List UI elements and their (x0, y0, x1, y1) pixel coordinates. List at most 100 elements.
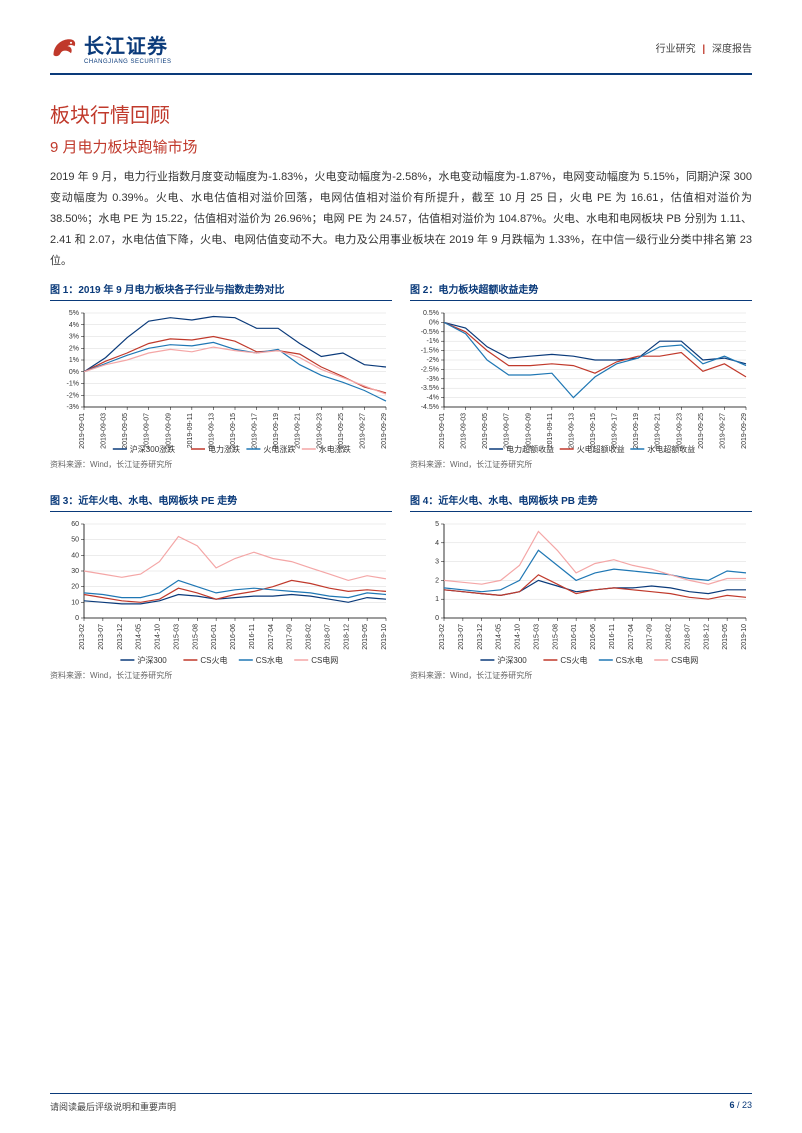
svg-text:2016-01: 2016-01 (211, 624, 218, 650)
svg-text:沪深300: 沪深300 (497, 655, 527, 665)
svg-text:2014-10: 2014-10 (515, 624, 522, 650)
svg-text:2016-06: 2016-06 (230, 624, 237, 650)
svg-text:2017-04: 2017-04 (268, 624, 275, 650)
svg-text:沪深300: 沪深300 (137, 655, 167, 665)
svg-text:2019-09-01: 2019-09-01 (439, 413, 446, 449)
page-footer: 请阅读最后评级说明和重要声明 6 / 23 (50, 1093, 752, 1113)
svg-text:2%: 2% (69, 346, 79, 353)
figure-4: 图 4：近年火电、水电、电网板块 PB 走势 0123452013-022013… (410, 492, 752, 681)
svg-text:2015-08: 2015-08 (192, 624, 199, 650)
svg-text:-3%: -3% (67, 404, 79, 411)
svg-text:2013-12: 2013-12 (477, 624, 484, 650)
svg-text:30: 30 (71, 568, 79, 575)
svg-text:2015-03: 2015-03 (533, 624, 540, 650)
svg-text:沪深300涨跌: 沪深300涨跌 (130, 444, 175, 454)
footer-disclaimer: 请阅读最后评级说明和重要声明 (50, 1100, 176, 1113)
svg-text:2013-07: 2013-07 (98, 624, 105, 650)
svg-text:CS水电: CS水电 (256, 655, 283, 665)
page-current: 6 (729, 1100, 734, 1110)
svg-text:2015-03: 2015-03 (173, 624, 180, 650)
svg-text:2: 2 (435, 578, 439, 585)
svg-text:2019-09-13: 2019-09-13 (568, 413, 575, 449)
svg-text:2019-09-09: 2019-09-09 (525, 413, 532, 449)
svg-text:CS火电: CS火电 (560, 655, 587, 665)
svg-text:2018-12: 2018-12 (343, 624, 350, 650)
svg-text:CS火电: CS火电 (200, 655, 227, 665)
svg-text:2016-01: 2016-01 (571, 624, 578, 650)
svg-text:2017-09: 2017-09 (647, 624, 654, 650)
svg-text:0: 0 (75, 615, 79, 622)
svg-text:2019-09-25: 2019-09-25 (698, 413, 705, 449)
svg-text:2019-09-11: 2019-09-11 (547, 413, 554, 448)
figure-1-title: 图 1：2019 年 9 月电力板块各子行业与指数走势对比 (50, 281, 392, 301)
svg-text:2019-09-07: 2019-09-07 (144, 413, 151, 449)
figure-3: 图 3：近年火电、水电、电网板块 PE 走势 01020304050602013… (50, 492, 392, 681)
figure-1-chart: -3%-2%-1%0%1%2%3%4%5%2019-09-012019-09-0… (50, 307, 392, 457)
svg-text:2019-10: 2019-10 (741, 624, 748, 650)
svg-text:2019-09-25: 2019-09-25 (338, 413, 345, 449)
svg-text:0%: 0% (429, 320, 439, 327)
svg-text:电力超额收益: 电力超额收益 (506, 444, 554, 454)
svg-text:1: 1 (435, 597, 439, 604)
svg-text:2019-09-17: 2019-09-17 (252, 413, 259, 449)
svg-text:2016-11: 2016-11 (249, 624, 256, 649)
svg-text:2013-12: 2013-12 (117, 624, 124, 650)
svg-text:0: 0 (435, 615, 439, 622)
figure-2-chart: -4.5%-4%-3.5%-3%-2.5%-2%-1.5%-1%-0.5%0%0… (410, 307, 752, 457)
svg-text:50: 50 (71, 537, 79, 544)
svg-text:火电超额收益: 火电超额收益 (577, 444, 625, 454)
svg-text:4: 4 (435, 540, 439, 547)
svg-text:0.5%: 0.5% (423, 310, 439, 317)
page-header: 长江证券 CHANGJIANG SECURITIES 行业研究 | 深度报告 (50, 30, 752, 75)
svg-text:2018-07: 2018-07 (684, 624, 691, 650)
svg-text:2019-09-19: 2019-09-19 (273, 413, 280, 449)
svg-text:2019-05: 2019-05 (722, 624, 729, 650)
svg-text:电力涨跌: 电力涨跌 (208, 444, 240, 454)
svg-text:-2%: -2% (427, 357, 439, 364)
svg-text:火电涨跌: 火电涨跌 (263, 444, 295, 454)
svg-text:3: 3 (435, 559, 439, 566)
logo: 长江证券 CHANGJIANG SECURITIES (50, 30, 172, 65)
logo-text-en: CHANGJIANG SECURITIES (84, 59, 172, 65)
svg-text:-1%: -1% (427, 339, 439, 346)
svg-text:2019-09-15: 2019-09-15 (230, 413, 237, 449)
figure-4-title: 图 4：近年火电、水电、电网板块 PB 走势 (410, 492, 752, 512)
svg-text:40: 40 (71, 553, 79, 560)
svg-text:2017-09: 2017-09 (287, 624, 294, 650)
svg-text:20: 20 (71, 584, 79, 591)
svg-text:2018-02: 2018-02 (306, 624, 313, 650)
figure-1: 图 1：2019 年 9 月电力板块各子行业与指数走势对比 -3%-2%-1%0… (50, 281, 392, 470)
svg-text:2019-09-11: 2019-09-11 (187, 413, 194, 448)
figure-2-title: 图 2：电力板块超额收益走势 (410, 281, 752, 301)
logo-text-cn: 长江证券 (84, 30, 172, 59)
svg-text:2019-09-23: 2019-09-23 (676, 413, 683, 449)
svg-text:2019-09-05: 2019-09-05 (482, 413, 489, 449)
svg-text:2019-09-17: 2019-09-17 (612, 413, 619, 449)
svg-text:-1%: -1% (67, 381, 79, 388)
svg-text:2019-09-21: 2019-09-21 (295, 413, 302, 449)
figure-3-title: 图 3：近年火电、水电、电网板块 PE 走势 (50, 492, 392, 512)
svg-text:2019-09-05: 2019-09-05 (122, 413, 129, 449)
svg-text:2013-07: 2013-07 (458, 624, 465, 650)
svg-text:-2.5%: -2.5% (421, 367, 439, 374)
svg-text:2019-09-27: 2019-09-27 (359, 413, 366, 449)
figure-2-note: 资料来源：Wind，长江证券研究所 (410, 459, 752, 470)
svg-text:3%: 3% (69, 334, 79, 341)
svg-text:-4.5%: -4.5% (421, 404, 439, 411)
svg-text:2013-02: 2013-02 (439, 624, 446, 650)
svg-text:2014-10: 2014-10 (155, 624, 162, 650)
svg-text:2014-05: 2014-05 (496, 624, 503, 650)
svg-text:4%: 4% (69, 322, 79, 329)
svg-text:2019-09-01: 2019-09-01 (79, 413, 86, 449)
svg-text:2019-09-03: 2019-09-03 (461, 413, 468, 449)
svg-text:2019-09-21: 2019-09-21 (655, 413, 662, 449)
body-paragraph: 2019 年 9 月，电力行业指数月度变动幅度为-1.83%，火电变动幅度为-2… (50, 167, 752, 271)
dragon-icon (50, 34, 78, 62)
section-title: 板块行情回顾 (50, 99, 752, 128)
figure-3-chart: 01020304050602013-022013-072013-122014-0… (50, 518, 392, 668)
header-category: 行业研究 (656, 44, 696, 55)
svg-text:1%: 1% (69, 357, 79, 364)
svg-text:2018-02: 2018-02 (666, 624, 673, 650)
figure-2: 图 2：电力板块超额收益走势 -4.5%-4%-3.5%-3%-2.5%-2%-… (410, 281, 752, 470)
svg-text:5%: 5% (69, 310, 79, 317)
